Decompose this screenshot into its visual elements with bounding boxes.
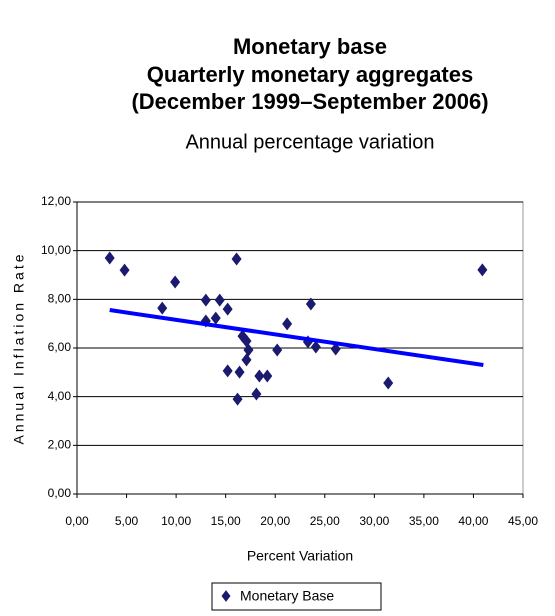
point [119,263,130,277]
point [310,340,321,354]
x-tick-label: 5,00 [115,514,139,528]
point [200,293,211,307]
y-tick-label: 12,00 [41,194,71,208]
y-axis-label: Annual Inflation Rate [11,252,27,445]
y-tick-label: 6,00 [48,340,72,354]
point [241,353,252,367]
point [262,369,273,383]
y-tick-label: 10,00 [41,243,71,257]
point [254,369,265,383]
point [243,343,254,357]
x-tick-label: 0,00 [65,514,89,528]
point [231,252,242,266]
point [330,342,341,356]
x-tick-label: 45,00 [508,514,538,528]
chart-title: Monetary base [233,34,387,59]
chart-title: (December 1999–September 2006) [131,89,488,114]
y-tick-label: 8,00 [48,292,72,306]
point [222,364,233,378]
y-tick-label: 0,00 [48,486,72,500]
chart-title: Quarterly monetary aggregates [147,62,473,87]
x-tick-label: 20,00 [260,514,290,528]
point [232,392,243,406]
point [272,343,283,357]
x-tick-label: 35,00 [409,514,439,528]
point [234,365,245,379]
x-tick-label: 15,00 [211,514,241,528]
point [157,301,168,315]
point [170,275,181,289]
point [104,251,115,265]
point [210,311,221,325]
point [383,376,394,390]
trendline [109,308,484,368]
point [222,302,233,316]
point [305,297,316,311]
point [251,387,262,401]
x-tick-label: 25,00 [310,514,340,528]
legend-box [211,582,382,611]
x-tick-label: 40,00 [458,514,488,528]
x-tick-label: 10,00 [161,514,191,528]
y-tick-label: 2,00 [48,438,72,452]
x-axis-label: Percent Variation [247,548,353,564]
legend-marker [221,590,231,602]
point [477,263,488,277]
x-tick-label: 30,00 [359,514,389,528]
point [214,293,225,307]
chart-subtitle: Annual percentage variation [185,131,434,153]
y-tick-label: 4,00 [48,389,72,403]
point [282,317,293,331]
legend-label: Monetary Base [240,588,334,604]
